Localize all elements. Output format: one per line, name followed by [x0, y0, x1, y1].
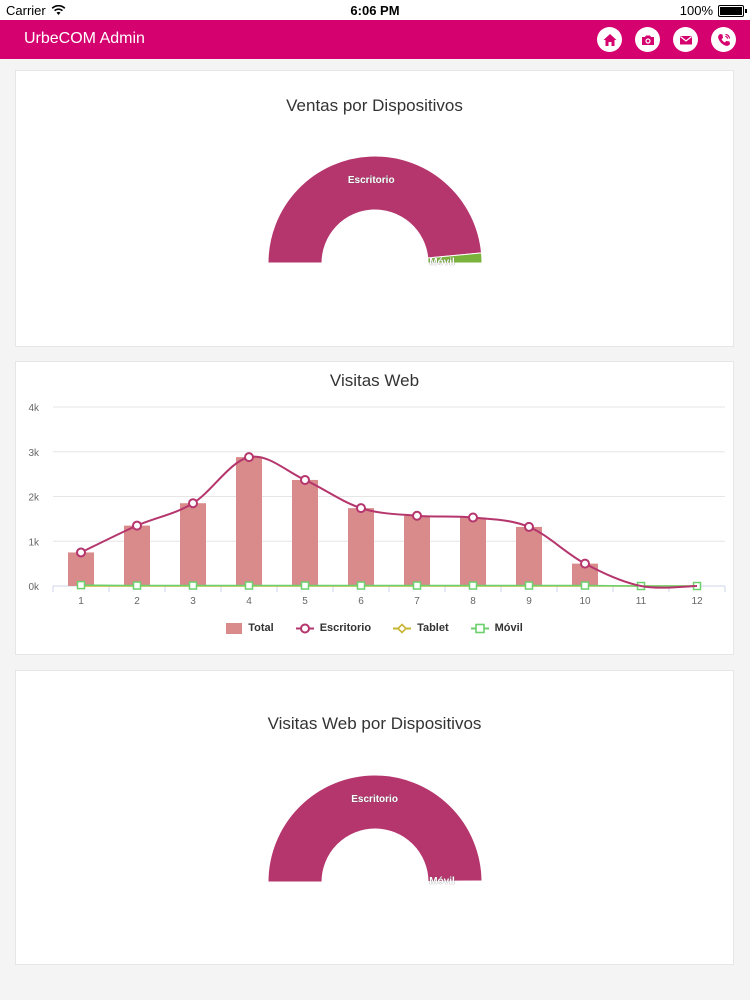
legend-bar-swatch: [226, 622, 243, 634]
point-escritorio[interactable]: [412, 510, 422, 521]
x-tick-label: 7: [414, 596, 420, 607]
bar-total[interactable]: [68, 552, 94, 586]
web-visits-panel: Visitas Web 0k 1k 2k 3k 4k 1 2 3 4 5 6 7 8 9 10 11 12 To…: [15, 361, 734, 655]
camera-icon: [641, 35, 654, 45]
legend-total[interactable]: Total: [226, 622, 274, 634]
legend-line-swatch: [470, 623, 489, 633]
bar-total[interactable]: [572, 563, 598, 586]
status-bar: Carrier 6:06 PM 100%: [0, 0, 750, 20]
pie-label-1: Móvil: [429, 257, 455, 268]
chart-title: Visitas Web: [329, 371, 420, 390]
sales-by-device-panel: Ventas por Dispositivos Escritorio Móvil: [15, 70, 734, 347]
x-tick-label: 6: [358, 596, 364, 607]
point-escritorio[interactable]: [300, 474, 310, 485]
bar-total[interactable]: [348, 508, 374, 586]
point-escritorio[interactable]: [356, 503, 366, 514]
point-escritorio[interactable]: [76, 547, 86, 558]
point-movil[interactable]: [188, 581, 198, 590]
chart-title: Visitas Web por Dispositivos: [267, 714, 482, 733]
point-escritorio[interactable]: [524, 521, 534, 532]
point-movil[interactable]: [300, 581, 310, 590]
chart-title: Ventas por Dispositivos: [286, 96, 463, 115]
y-tick-label: 4k: [28, 403, 40, 414]
carrier-label: Carrier: [6, 3, 46, 18]
legend-movil[interactable]: Móvil: [470, 622, 523, 634]
bar-total[interactable]: [516, 526, 542, 586]
point-escritorio[interactable]: [580, 558, 590, 569]
point-escritorio[interactable]: [244, 452, 254, 463]
y-tick-label: 3k: [28, 448, 40, 459]
point-movil[interactable]: [468, 581, 478, 590]
visits-by-device-panel: Visitas Web por Dispositivos Escritorio M…: [15, 670, 734, 965]
point-movil[interactable]: [580, 581, 590, 590]
app-title: UrbeCOM Admin: [24, 30, 145, 47]
bar-total[interactable]: [180, 503, 206, 586]
mail-icon: [679, 35, 692, 44]
legend-line-swatch: [295, 623, 314, 633]
point-movil[interactable]: [244, 581, 254, 590]
point-escritorio[interactable]: [132, 520, 142, 531]
x-tick-label: 11: [636, 596, 647, 607]
point-escritorio[interactable]: [188, 498, 198, 509]
x-tick-label: 12: [691, 596, 703, 607]
mail-button[interactable]: [673, 27, 698, 52]
legend-tablet[interactable]: Tablet: [393, 622, 449, 634]
x-tick-label: 8: [470, 596, 476, 607]
x-tick-label: 5: [302, 596, 308, 607]
line-movil[interactable]: [80, 584, 697, 587]
battery-percent: 100%: [679, 3, 713, 18]
point-movil[interactable]: [524, 581, 534, 590]
chart-legend: Total Escritorio Tablet Móvil: [16, 622, 733, 634]
legend-line-swatch: [393, 622, 412, 634]
point-escritorio[interactable]: [468, 512, 478, 523]
bar-total[interactable]: [292, 479, 318, 586]
point-movil[interactable]: [132, 581, 142, 590]
x-tick-label: 4: [246, 596, 252, 607]
point-movil[interactable]: [356, 581, 366, 590]
x-tick-label: 2: [134, 596, 140, 607]
x-tick-label: 3: [190, 596, 196, 607]
camera-button[interactable]: [635, 27, 660, 52]
app-bar: UrbeCOM Admin: [0, 20, 750, 59]
line-escritorio[interactable]: [80, 455, 698, 589]
phone-button[interactable]: [711, 27, 736, 52]
home-icon: [603, 33, 616, 46]
x-tick-label: 9: [526, 596, 532, 607]
bar-total[interactable]: [404, 515, 430, 586]
x-tick-label: 1: [78, 596, 84, 607]
home-button[interactable]: [597, 27, 622, 52]
pie-slice-0[interactable]: [267, 774, 483, 883]
pie-slice-0[interactable]: [267, 155, 483, 264]
wifi-icon: [51, 5, 66, 15]
visits-by-device-chart: Escritorio Móvil: [267, 774, 483, 887]
sales-by-device-chart: Escritorio Móvil: [267, 155, 483, 268]
bar-total[interactable]: [236, 457, 262, 586]
pie-label-0: Escritorio: [348, 175, 395, 186]
point-movil[interactable]: [412, 581, 422, 590]
pie-label-1: Móvil: [429, 876, 455, 887]
pie-slice-1[interactable]: [427, 880, 483, 883]
pie-slice-1[interactable]: [427, 252, 483, 264]
clock: 6:06 PM: [350, 3, 400, 18]
point-movil[interactable]: [76, 580, 86, 590]
phone-icon: [717, 33, 730, 46]
pie-label-0: Escritorio: [351, 794, 398, 805]
legend-escritorio[interactable]: Escritorio: [295, 622, 371, 634]
bar-total[interactable]: [124, 525, 150, 586]
y-tick-label: 0k: [28, 582, 40, 593]
x-tick-label: 10: [579, 596, 591, 607]
battery-icon: [718, 4, 747, 17]
y-tick-label: 2k: [28, 493, 40, 504]
y-tick-label: 1k: [28, 537, 40, 548]
bar-total[interactable]: [460, 517, 486, 586]
